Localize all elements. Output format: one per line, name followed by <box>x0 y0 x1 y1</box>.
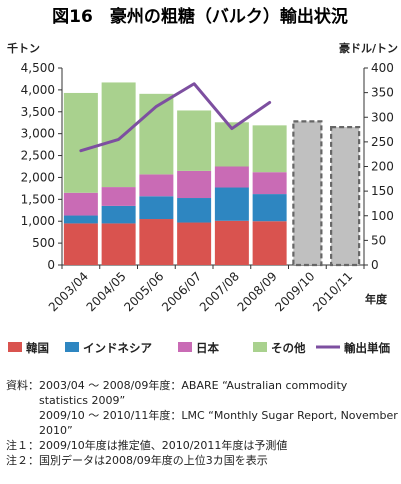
bar-segment <box>63 92 98 193</box>
projected-bar <box>330 125 361 267</box>
bar-segment <box>214 166 249 188</box>
note-text: 2003/04 ～ 2008/09年度：ABARE “Australian co… <box>39 378 398 438</box>
bars <box>63 82 361 267</box>
category-label: 2003/04 <box>46 269 91 314</box>
right-tick-label: 50 <box>371 233 386 247</box>
bar-segment <box>63 192 98 216</box>
left-tick-label: 0 <box>47 258 55 272</box>
bar-segment <box>101 223 136 265</box>
category-label: 2004/05 <box>84 269 129 314</box>
plot-area: 05001,0001,5002,0002,5003,0003,5004,0004… <box>21 61 394 314</box>
price-line <box>79 82 272 153</box>
legend-swatch <box>8 342 22 352</box>
bar-segment <box>101 187 136 206</box>
bar-segment <box>139 196 174 220</box>
bar-segment <box>252 172 287 195</box>
notes: 資料： 2003/04 ～ 2008/09年度：ABARE “Australian… <box>6 378 398 468</box>
note-label: 資料： <box>6 379 39 392</box>
left-tick-label: 1,500 <box>21 192 55 206</box>
right-tick-label: 400 <box>371 61 394 75</box>
left-tick-label: 2,500 <box>21 149 55 163</box>
right-tick-label: 150 <box>371 184 394 198</box>
projected-bar <box>292 120 323 267</box>
chart-title: 図16 豪州の粗糖（バルク）輸出状況 <box>52 6 348 27</box>
left-tick-label: 1,000 <box>21 214 55 228</box>
note-line: 2009/10年度は推定値、2010/2011年度は予測値 <box>39 439 288 452</box>
category-label: 2006/07 <box>159 269 204 314</box>
bar-segment <box>177 198 212 223</box>
bar-segment <box>252 125 287 173</box>
bar-segment <box>139 174 174 197</box>
legend-swatch <box>253 342 267 352</box>
note-row: 資料： 2003/04 ～ 2008/09年度：ABARE “Australian… <box>6 378 398 438</box>
right-axis-unit: 豪ドル/トン <box>339 41 398 55</box>
legend-label: 韓国 <box>26 341 49 355</box>
right-tick-label: 100 <box>371 209 394 223</box>
legend-label: 輸出単価 <box>344 341 390 355</box>
bar-segment <box>101 82 136 188</box>
note-line: 2009/10 ～ 2010/11年度：LMC “Monthly Sugar R… <box>39 409 398 437</box>
note-text: 2009/10年度は推定値、2010/2011年度は予測値 <box>39 438 398 453</box>
category-label: 2005/06 <box>121 269 166 314</box>
left-tick-label: 3,000 <box>21 127 55 141</box>
legend-swatch <box>178 342 192 352</box>
left-tick-label: 3,500 <box>21 105 55 119</box>
bar-segment <box>139 219 174 265</box>
note-line: 2003/04 ～ 2008/09年度：ABARE “Australian co… <box>39 379 348 407</box>
legend-label: その他 <box>271 341 306 355</box>
note-label: 注１： <box>6 439 39 452</box>
bar-segment <box>177 110 212 171</box>
left-tick-label: 4,500 <box>21 61 55 75</box>
x-axis-label: 年度 <box>365 292 388 306</box>
right-tick-label: 250 <box>371 135 394 149</box>
bar-segment <box>252 194 287 222</box>
note-row: 注２： 国別データは2008/09年度の上位3カ国を表示 <box>6 453 398 468</box>
note-text: 国別データは2008/09年度の上位3カ国を表示 <box>39 453 398 468</box>
right-tick-label: 0 <box>371 258 379 272</box>
left-tick-label: 4,000 <box>21 83 55 97</box>
category-label: 2010/11 <box>310 269 355 314</box>
right-tick-label: 300 <box>371 110 394 124</box>
bar-segment <box>252 221 287 265</box>
right-tick-label: 200 <box>371 160 394 174</box>
left-tick-label: 500 <box>32 236 55 250</box>
bar-segment <box>177 170 212 199</box>
bar-segment <box>63 223 98 265</box>
bar-segment <box>214 187 249 221</box>
legend-label: 日本 <box>196 341 219 355</box>
note-line: 国別データは2008/09年度の上位3カ国を表示 <box>39 454 268 467</box>
note-label: 注２： <box>6 454 39 467</box>
bar-segment <box>101 205 136 224</box>
left-tick-label: 2,000 <box>21 170 55 184</box>
bar-segment <box>63 215 98 224</box>
bar-segment <box>177 222 212 265</box>
category-label: 2008/09 <box>235 269 280 314</box>
category-label: 2009/10 <box>272 269 317 314</box>
export-chart: 図16 豪州の粗糖（バルク）輸出状況 千トン 豪ドル/トン 年度 05001,0… <box>7 6 398 355</box>
note-row: 注１： 2009/10年度は推定値、2010/2011年度は予測値 <box>6 438 398 453</box>
legend-swatch <box>65 342 79 352</box>
right-tick-label: 350 <box>371 86 394 100</box>
left-axis-unit: 千トン <box>7 41 40 55</box>
bar-segment <box>214 220 249 265</box>
legend-label: インドネシア <box>83 341 152 355</box>
legend: 韓国 インドネシア 日本 その他 輸出単価 <box>8 341 390 355</box>
category-label: 2007/08 <box>197 269 242 314</box>
